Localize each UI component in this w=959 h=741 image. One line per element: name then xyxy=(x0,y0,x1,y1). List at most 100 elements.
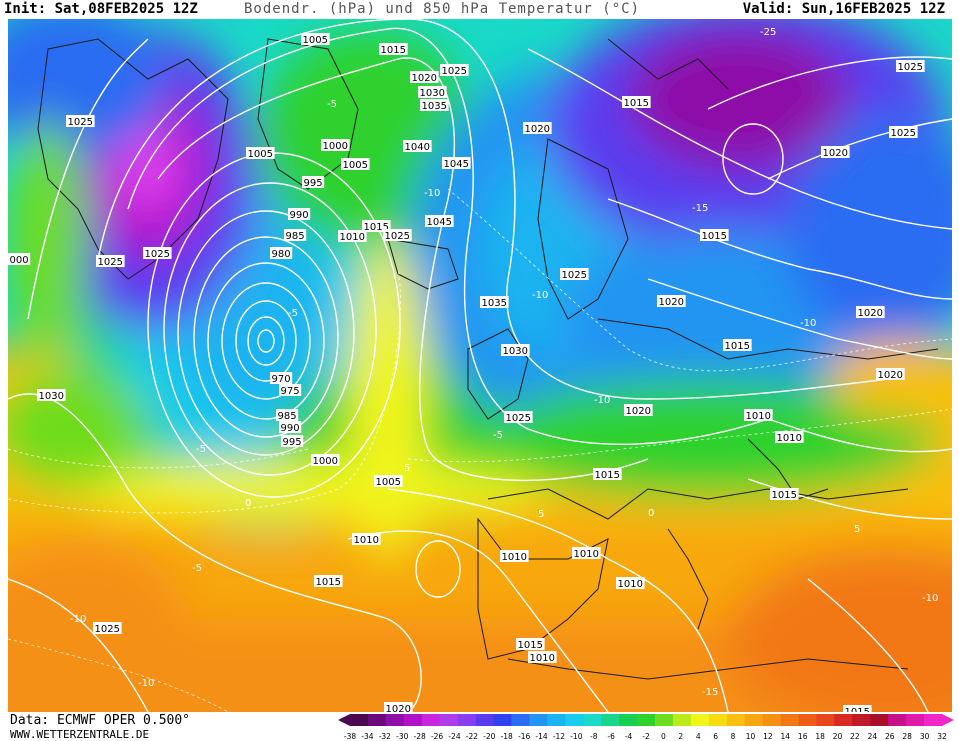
isobar-label: 1020 xyxy=(657,295,686,308)
isotherm-label: -10 xyxy=(800,318,816,329)
isobar-label: 1010 xyxy=(528,651,557,664)
isobar-label-text: 1005 xyxy=(376,477,401,488)
isobar-label: 1015 xyxy=(379,43,408,56)
isobar-label: 985 xyxy=(284,229,307,242)
legend-tick-label: 2 xyxy=(678,732,683,741)
isobar-label-text: 000 xyxy=(10,255,29,266)
isotherm-label: -10 xyxy=(424,188,440,199)
isobar-label: 1015 xyxy=(700,229,729,242)
isobar-label-text: 1030 xyxy=(503,346,528,357)
map-title: Bodendr. (hPa) und 850 hPa Temperatur (°… xyxy=(244,1,641,17)
legend-swatch xyxy=(547,714,566,726)
isobar-label: 1010 xyxy=(775,431,804,444)
legend-swatch xyxy=(834,714,853,726)
isobar-label: 1025 xyxy=(96,255,125,268)
isobar-label-text: 1015 xyxy=(316,577,341,588)
isotherm-label: -10 xyxy=(922,593,938,604)
isobar-label: 1025 xyxy=(93,622,122,635)
legend-swatch xyxy=(816,714,835,726)
isobar-label-text: 1020 xyxy=(823,148,848,159)
website: WWW.WETTERZENTRALE.DE xyxy=(10,728,150,741)
isobar-label: 985 xyxy=(276,409,299,422)
valid-time: Valid: Sun,16FEB2025 12Z xyxy=(742,1,945,17)
isobar-label: 1010 xyxy=(744,409,773,422)
legend-tick-label: 16 xyxy=(798,732,808,741)
isobar-label: 1040 xyxy=(403,140,432,153)
isobar-label-text: 1000 xyxy=(313,456,338,467)
isobar-label-text: 1030 xyxy=(420,88,445,99)
isobar-label-text: 1005 xyxy=(343,160,368,171)
isobar-label-text: 1015 xyxy=(595,470,620,481)
isobar-label-text: 985 xyxy=(286,231,305,242)
legend-swatch xyxy=(906,714,925,726)
isobar-label: 975 xyxy=(279,384,302,397)
isobar-label: 1020 xyxy=(624,404,653,417)
isobar-label: 1025 xyxy=(440,64,469,77)
isobar-label: 1010 xyxy=(572,547,601,560)
isobar-label: 1035 xyxy=(480,296,509,309)
legend-tick-label: 26 xyxy=(885,732,895,741)
legend-tick-label: -26 xyxy=(431,732,443,741)
isobar-label-text: 995 xyxy=(283,437,302,448)
legend-swatch xyxy=(439,714,459,726)
isotherm-label: 5 xyxy=(538,509,544,520)
pressure-labels: 1005 1015 1020 1025 1030 1035 1040 1045 1000 1005… xyxy=(8,33,925,712)
data-source: Data: ECMWF OPER 0.500° xyxy=(10,713,191,728)
isobar-label: 1010 xyxy=(616,577,645,590)
isobar-label: 1030 xyxy=(501,344,530,357)
isobar-label-text: 1020 xyxy=(412,73,437,84)
legend-tick-label: -6 xyxy=(607,732,615,741)
legend-swatch xyxy=(350,714,369,726)
color-legend: -38 -34 -32 -30 -28 -26 -24 -22 -20 -18 -16 -14 -12-… xyxy=(338,714,954,741)
legend-tick-label: -38 xyxy=(344,732,356,741)
isobar-label: 1010 xyxy=(352,533,381,546)
isobar-label: 1005 xyxy=(301,33,330,46)
isobar-label: 1005 xyxy=(374,475,403,488)
legend-swatch xyxy=(619,714,638,726)
isobar-label: 980 xyxy=(270,247,293,260)
isobar-label: 1010 xyxy=(338,230,367,243)
legend-swatch xyxy=(726,714,746,726)
isobar-label: 1015 xyxy=(622,96,651,109)
legend-tick-label: 32 xyxy=(937,732,947,741)
isobar-label-text: 1010 xyxy=(530,653,555,664)
isotherm-label: -10 xyxy=(70,614,86,625)
isobar-label-text: 1010 xyxy=(502,552,527,563)
isobar-label: 1015 xyxy=(770,488,799,501)
legend-tick-label: -30 xyxy=(396,732,408,741)
legend-swatch xyxy=(870,714,889,726)
isobar-label: 995 xyxy=(302,176,325,189)
isobar-label-text: 1015 xyxy=(725,341,750,352)
isobar-label-text: 970 xyxy=(272,374,291,385)
isobar-label-text: 1015 xyxy=(381,45,406,56)
isotherm-label: -5 xyxy=(192,563,202,574)
legend-swatch xyxy=(367,714,387,726)
legend-swatch xyxy=(780,714,799,726)
isobar-label-text: 1020 xyxy=(659,297,684,308)
legend-tick-label: -32 xyxy=(379,732,391,741)
legend-tick-label: -10 xyxy=(570,732,582,741)
legend-tick-label: 18 xyxy=(815,732,825,741)
isobar-label-text: 1040 xyxy=(405,142,430,153)
isobar-label-text: 1030 xyxy=(39,391,64,402)
isobar-label: 1025 xyxy=(889,126,918,139)
isobar-label: 1000 xyxy=(311,454,340,467)
isobar-label-text: 1010 xyxy=(354,535,379,546)
isobar-label-text: 1015 xyxy=(702,231,727,242)
legend-tick-label: -20 xyxy=(483,732,495,741)
isobar-label-text: 1015 xyxy=(364,222,389,233)
isotherm-label: 5 xyxy=(854,524,860,535)
isobar-label-text: 1025 xyxy=(898,62,923,73)
isobar-label: 1005 xyxy=(246,147,275,160)
isobar-label-text: 1020 xyxy=(525,124,550,135)
legend-tick-label: -2 xyxy=(642,732,650,741)
isobar-label-text: 1045 xyxy=(444,159,469,170)
isobar-label-text: 1010 xyxy=(777,433,802,444)
isobar-label-text: 1025 xyxy=(891,128,916,139)
legend-swatch xyxy=(708,714,728,726)
isobar-label-text: 990 xyxy=(290,210,309,221)
isobar-label-text: 1010 xyxy=(746,411,771,422)
footer-bar: Data: ECMWF OPER 0.500° WWW.WETTERZENTRA… xyxy=(0,712,959,741)
isobar-label: 990 xyxy=(279,421,302,434)
